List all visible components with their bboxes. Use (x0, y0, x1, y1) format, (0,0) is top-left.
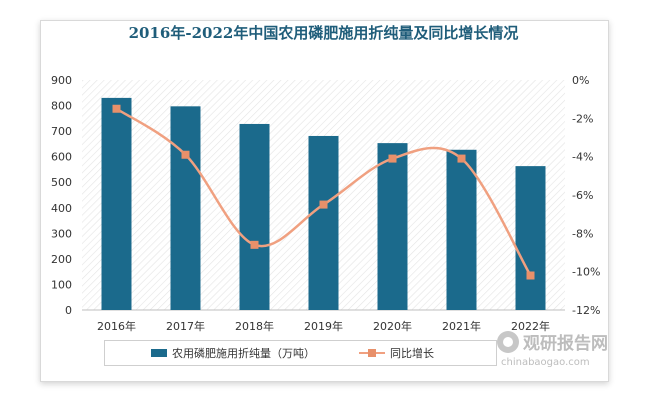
y-right-tick-label: -2% (572, 112, 593, 125)
y-left-tick-label: 800 (51, 100, 72, 113)
legend-item-line: 同比增长 (315, 345, 434, 361)
legend-swatch-line (359, 348, 385, 358)
y-left-tick-label: 600 (51, 151, 72, 164)
y-right-tick-label: -12% (572, 304, 600, 317)
growth-point (250, 240, 259, 249)
y-right-tick-label: -6% (572, 189, 593, 202)
growth-point (181, 150, 190, 159)
x-tick-label: 2016年 (97, 319, 136, 333)
x-tick-label: 2017年 (166, 319, 205, 333)
growth-point (319, 200, 328, 209)
y-right-tick-label: -4% (572, 151, 593, 164)
legend-label-line: 同比增长 (390, 347, 434, 360)
y-left-tick-label: 100 (51, 278, 72, 291)
growth-point (388, 154, 397, 163)
y-right-tick-label: 0% (572, 74, 589, 87)
bar (446, 149, 477, 310)
legend-label-bar: 农用磷肥施用折纯量（万吨） (172, 347, 315, 360)
watermark-name: 观研报告网 (523, 334, 608, 354)
legend-swatch-bar (151, 349, 167, 357)
chart-title: 2016年-2022年中国农用磷肥施用折纯量及同比增长情况 (128, 24, 519, 42)
watermark-logo-icon (497, 331, 519, 353)
chart-legend: 农用磷肥施用折纯量（万吨） 同比增长 (104, 340, 497, 366)
y-right-tick-label: -8% (572, 227, 593, 240)
growth-point (112, 104, 121, 113)
y-left-tick-label: 200 (51, 253, 72, 266)
x-tick-label: 2021年 (442, 319, 481, 333)
y-left-tick-label: 500 (51, 176, 72, 189)
y-left-tick-label: 900 (51, 74, 72, 87)
watermark: 观研报告网 chinabaogao.com (497, 327, 625, 375)
y-left-tick-label: 300 (51, 227, 72, 240)
x-tick-label: 2022年 (511, 319, 550, 333)
x-tick-label: 2019年 (304, 319, 343, 333)
bar (308, 135, 339, 310)
y-left-tick-label: 400 (51, 202, 72, 215)
legend-item-bar: 农用磷肥施用折纯量（万吨） (105, 345, 315, 361)
x-tick-label: 2020年 (373, 319, 412, 333)
bar (170, 106, 201, 310)
x-tick-label: 2018年 (235, 319, 274, 333)
growth-point (457, 154, 466, 163)
y-right-tick-label: -10% (572, 266, 600, 279)
y-left-tick-label: 700 (51, 125, 72, 138)
bar (515, 166, 546, 310)
y-left-tick-label: 0 (65, 304, 72, 317)
bar (101, 97, 132, 310)
bar (239, 123, 270, 310)
bar (377, 143, 408, 310)
watermark-url: chinabaogao.com (501, 357, 590, 368)
growth-point (526, 271, 535, 280)
